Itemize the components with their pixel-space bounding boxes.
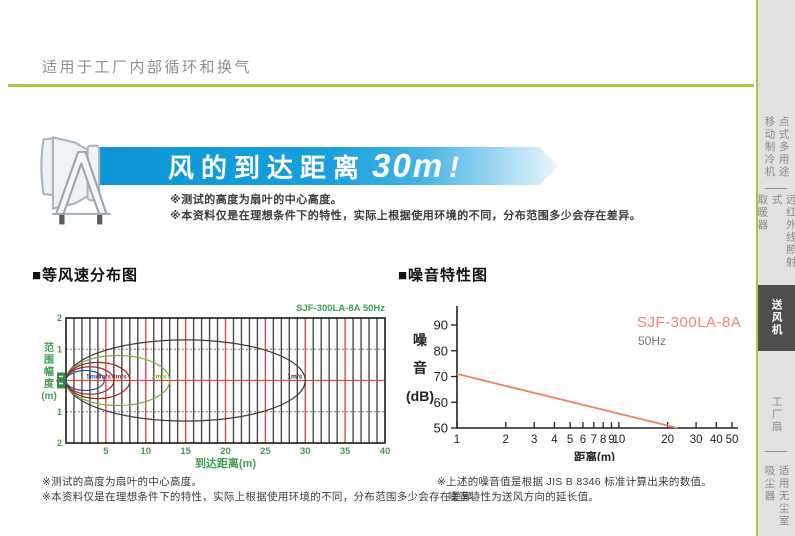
noise-chart-frequency-label: 50Hz bbox=[638, 334, 667, 348]
svg-text:35: 35 bbox=[340, 446, 351, 457]
footnote-right-line2: 噪音特性为送风方向的延长值。 bbox=[448, 491, 600, 503]
noise-chart-model-label: SJF-300LA-8A bbox=[637, 314, 742, 331]
svg-text:2: 2 bbox=[57, 438, 62, 448]
sidebar-item-cleanroom-vacuum[interactable]: 适用无尘室 吸尘器 bbox=[763, 464, 790, 528]
svg-text:15: 15 bbox=[180, 446, 191, 457]
footnote-left-line2: ※本资料仅是在理想条件下的特性，实际上根据使用环境的不同，分布范围多少会存在差异… bbox=[42, 491, 484, 503]
page-title: 适用于工厂内部循环和换气 bbox=[42, 59, 253, 76]
svg-text:1m/s: 1m/s bbox=[287, 374, 302, 381]
svg-text:10: 10 bbox=[612, 434, 625, 446]
svg-text:2: 2 bbox=[57, 313, 62, 323]
sidebar-item-blower-active[interactable]: 送风机 bbox=[758, 285, 795, 351]
svg-text:30: 30 bbox=[690, 434, 703, 446]
sidebar-separator bbox=[765, 188, 787, 189]
wind-chart-title: ■等风速分布图 bbox=[32, 267, 139, 284]
category-sidebar: 点式多用途 移动制冷机 远红外线照射式 取暖器 送风机 工厂扇 适用无尘室 吸尘… bbox=[756, 0, 795, 536]
svg-text:3m/s: 3m/s bbox=[112, 374, 127, 381]
svg-text:1: 1 bbox=[57, 407, 62, 417]
svg-text:50: 50 bbox=[726, 434, 739, 446]
jet-fan-icon bbox=[33, 131, 138, 241]
svg-text:9: 9 bbox=[608, 434, 614, 446]
banner-note-line1: ※测试的高度为扇叶的中心高度。 bbox=[170, 194, 343, 206]
svg-text:20: 20 bbox=[661, 434, 674, 446]
svg-text:距离(m): 距离(m) bbox=[574, 450, 615, 461]
wind-chart-y-axis-label: 范 围 幅 度 (m) bbox=[41, 343, 57, 402]
svg-text:2: 2 bbox=[503, 434, 509, 446]
svg-text:40: 40 bbox=[380, 446, 391, 457]
banner-distance-value: 30m bbox=[372, 147, 445, 184]
svg-text:25: 25 bbox=[260, 446, 271, 457]
svg-text:到达距离(m): 到达距离(m) bbox=[195, 456, 256, 470]
svg-text:50: 50 bbox=[434, 421, 448, 436]
wind-reach-banner: 风的到达距离 30m ! bbox=[100, 147, 558, 185]
svg-text:5: 5 bbox=[103, 446, 109, 457]
footnote-right-line1: ※上述的噪音值是根据 JIS B 8346 标准计算出来的数值。 bbox=[437, 476, 713, 488]
svg-text:5m/s: 5m/s bbox=[86, 374, 101, 381]
banner-text: 风的到达距离 bbox=[168, 153, 367, 183]
sidebar-item-infrared-heater[interactable]: 远红外线照射式 取暖器 bbox=[756, 194, 795, 269]
footnote-left-line1: ※测试的高度为扇叶的中心高度。 bbox=[42, 476, 203, 488]
svg-text:6: 6 bbox=[580, 434, 586, 446]
svg-text:10: 10 bbox=[140, 446, 151, 457]
noise-chart-y-axis-label: 噪 音 (dB) bbox=[406, 332, 434, 404]
svg-text:4: 4 bbox=[551, 434, 558, 446]
svg-text:40: 40 bbox=[710, 434, 723, 446]
svg-text:70: 70 bbox=[434, 369, 448, 384]
svg-text:60: 60 bbox=[434, 395, 448, 410]
sidebar-separator bbox=[765, 451, 787, 452]
svg-text:7: 7 bbox=[591, 434, 597, 446]
svg-text:8: 8 bbox=[600, 434, 606, 446]
svg-text:80: 80 bbox=[434, 343, 448, 358]
svg-text:90: 90 bbox=[434, 318, 448, 333]
svg-text:30: 30 bbox=[300, 446, 311, 457]
sidebar-item-factory-fan[interactable]: 工厂扇 bbox=[770, 396, 783, 434]
svg-text:20: 20 bbox=[220, 446, 231, 457]
banner-note-line2: ※本资料仅是在理想条件下的特性，实际上根据使用环境的不同，分布范围多少会存在差异… bbox=[170, 210, 642, 222]
banner-exclamation: ! bbox=[449, 151, 460, 184]
svg-text:2m/s: 2m/s bbox=[152, 374, 167, 381]
svg-text:5: 5 bbox=[567, 434, 573, 446]
wind-distribution-chart: 1m/s 2m/s 3m/s 4m/s 5m/s 2 1 1 2 5 10 15 20 25 30 35 40 到… bbox=[46, 302, 392, 479]
svg-text:SJF-300LA-8A 50Hz: SJF-300LA-8A 50Hz bbox=[296, 303, 385, 314]
svg-text:1: 1 bbox=[57, 344, 62, 354]
header-divider bbox=[8, 84, 754, 87]
svg-text:3: 3 bbox=[531, 434, 537, 446]
noise-chart-title: ■噪音特性图 bbox=[398, 267, 489, 284]
svg-text:1: 1 bbox=[454, 434, 460, 446]
sidebar-item-mobile-cooler[interactable]: 点式多用途 移动制冷机 bbox=[763, 115, 790, 179]
noise-characteristics-chart: 1 2 3 4 5 6 7 8 9 10 20 30 40 50 90 80 70 60 50 距离(m) bbox=[412, 291, 752, 466]
